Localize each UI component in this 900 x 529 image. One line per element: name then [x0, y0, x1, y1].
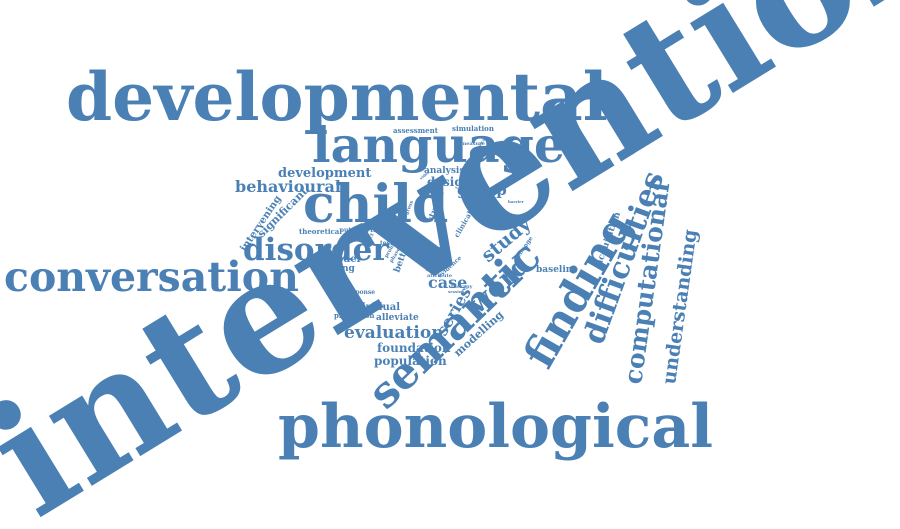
word-disorder: disorder — [243, 232, 389, 268]
word-individual: individual — [344, 302, 400, 313]
word-model: model — [326, 254, 361, 265]
word-result: result — [426, 266, 446, 273]
word-foundation: foundation — [377, 341, 451, 355]
word-simulation: simulation — [452, 124, 494, 133]
word-baseline: baseline — [536, 265, 578, 275]
word-session: session — [448, 289, 464, 294]
word-target: target — [370, 225, 395, 234]
word-case: case — [428, 273, 467, 292]
word-language: language — [312, 116, 565, 174]
word-group: group — [457, 181, 507, 199]
word-development: development — [278, 166, 371, 181]
word-conversation: conversation — [4, 253, 299, 301]
word-response: response — [345, 289, 375, 296]
word-measure: measure — [461, 141, 485, 147]
word-item: item — [424, 245, 447, 255]
word-evaluation: evaluation — [344, 323, 444, 343]
word-alleviate: alleviate — [376, 313, 419, 323]
word-prediction: prediction — [334, 311, 375, 320]
word-outcome: outcome — [340, 227, 369, 234]
word-developmental: developmental — [66, 58, 608, 136]
word-child: child — [303, 174, 448, 235]
word-phonological: phonological — [278, 392, 713, 462]
word-attribute: attribute — [427, 273, 452, 279]
word-aged: aged — [427, 256, 449, 266]
word-population: population — [374, 354, 447, 368]
word-testing: testing — [380, 240, 404, 247]
word-differing: differing — [311, 264, 356, 274]
word-analysis: analysis — [424, 166, 464, 176]
word-barrier: barrier — [508, 199, 525, 204]
word-theoretical: theoretical — [299, 227, 342, 236]
word-assessment: assessment — [393, 126, 439, 135]
word-design: design — [427, 175, 472, 189]
word-therapy: therapy — [451, 284, 473, 290]
word-behavioural: behavioural — [235, 177, 341, 196]
